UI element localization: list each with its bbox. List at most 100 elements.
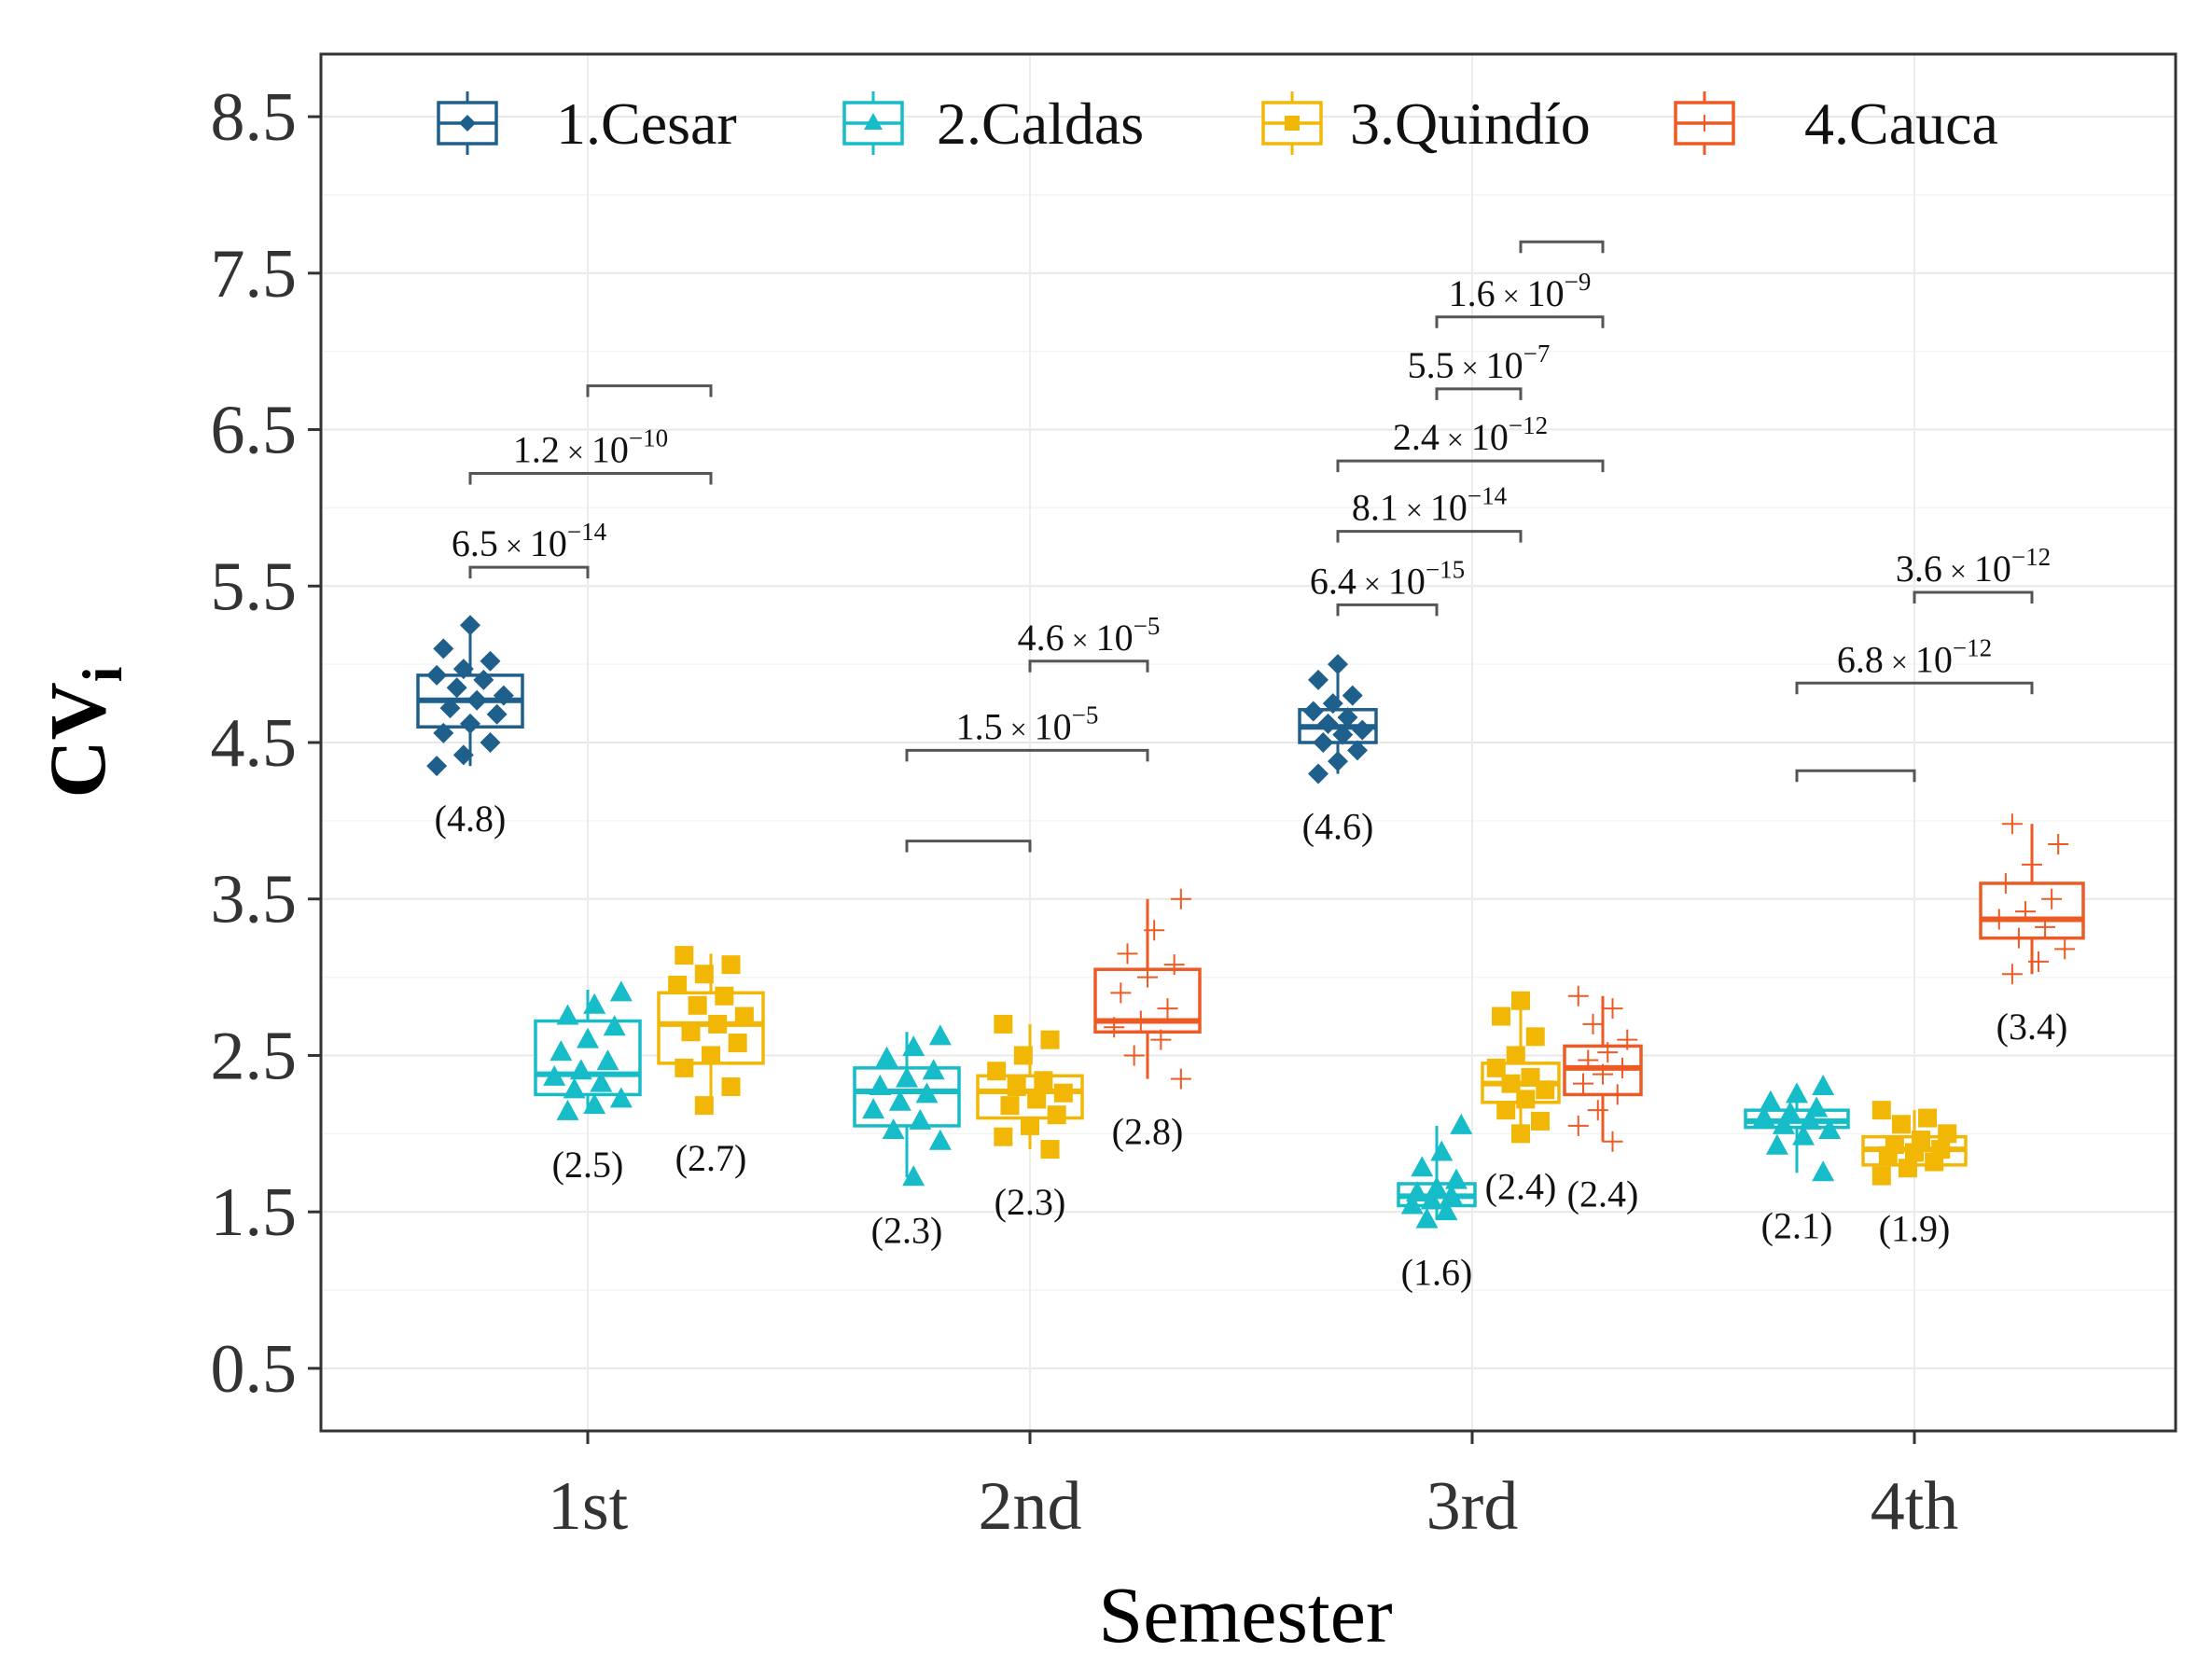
data-point [1506, 1046, 1525, 1065]
significance-bracket: 1.5 × 10−5 [905, 701, 1149, 762]
data-point [1792, 1124, 1816, 1145]
significance-layer: 6.5 × 10−141.2 × 10−101.5 × 10−54.6 × 10… [452, 240, 2051, 853]
svg-text:CVi: CVi [33, 667, 133, 798]
significance-bracket: 3.6 × 10−12 [1896, 543, 2051, 604]
p-value-mantissa: 1.2 [513, 429, 560, 471]
legend-label: 4.Cauca [1804, 90, 1998, 157]
p-value-label: 3.6 × 10−12 [1896, 543, 2051, 590]
data-point [590, 1071, 613, 1092]
data-point [688, 995, 707, 1015]
data-point [550, 1040, 573, 1062]
data-point [721, 1077, 741, 1096]
data-point [1582, 1013, 1604, 1034]
box-4th-4-cauca [1979, 813, 2085, 985]
data-point [1778, 1101, 1802, 1122]
bracket-line [1336, 459, 1605, 473]
y-tick-label: 0.5 [211, 1331, 298, 1408]
data-point [603, 1015, 626, 1036]
box-3rd-3-quind-o [1481, 991, 1561, 1144]
data-point [2041, 888, 2063, 909]
data-point [1812, 1075, 1835, 1095]
data-point [480, 650, 501, 672]
y-tick-label: 6.5 [211, 393, 298, 469]
data-point [452, 659, 474, 680]
data-point [994, 1127, 1013, 1146]
data-point [1607, 1084, 1628, 1105]
significance-bracket: 6.8 × 10−12 [1795, 633, 2034, 695]
data-point [1567, 1115, 1589, 1136]
data-point [702, 1046, 720, 1065]
bracket-line [468, 565, 590, 579]
significance-bracket: 2.4 × 10−12 [1336, 411, 1605, 473]
p-value-mantissa: 1.5 [956, 705, 1003, 747]
data-point [1040, 1140, 1060, 1159]
x-tick-label: 4th [1871, 1468, 1959, 1545]
p-value-times: × [1064, 623, 1096, 657]
data-point [486, 703, 508, 725]
data-point [596, 1049, 619, 1071]
data-point [862, 1098, 885, 1119]
data-point [734, 1007, 754, 1026]
p-value-base: 10 [1388, 560, 1426, 602]
data-point [433, 638, 454, 659]
data-point [909, 1108, 932, 1130]
p-value-exponent: −14 [567, 518, 607, 546]
data-point [1602, 998, 1623, 1020]
data-point [681, 1022, 701, 1042]
median-label: (2.4) [1567, 1173, 1639, 1215]
p-value-times: × [1356, 566, 1388, 600]
data-point [1602, 1131, 1623, 1152]
data-point [987, 1062, 1007, 1081]
data-point [1034, 1071, 1053, 1090]
p-value-base: 10 [1486, 344, 1523, 386]
box-1st-1-cesar [416, 615, 524, 777]
p-value-times: × [1884, 645, 1915, 678]
data-point [1117, 943, 1138, 965]
data-point [1898, 1159, 1917, 1178]
triangle-marker-icon [864, 113, 883, 130]
p-value-times: × [1454, 351, 1486, 384]
p-value-mantissa: 3.6 [1896, 548, 1942, 590]
data-point [433, 722, 454, 743]
y-tick-label: 7.5 [211, 236, 298, 312]
data-point [1587, 1100, 1608, 1121]
p-value-times: × [1942, 554, 1974, 588]
legend-label: 1.Cesar [556, 90, 737, 157]
data-point [1308, 763, 1329, 784]
significance-bracket: 6.4 × 10−15 [1310, 555, 1465, 617]
data-point [1426, 1176, 1448, 1198]
data-point [1047, 1105, 1066, 1125]
bracket-line [468, 472, 713, 485]
data-point [928, 1024, 952, 1046]
box-2nd-4-cauca [1093, 888, 1202, 1090]
data-point [1144, 920, 1165, 941]
data-point [1420, 1188, 1443, 1210]
bracket-line [1435, 387, 1523, 400]
data-point [928, 1129, 952, 1150]
data-point [1411, 1156, 1434, 1177]
legend-item-1-cesar: 1.Cesar [437, 90, 737, 157]
data-point [1871, 1101, 1891, 1120]
data-point [668, 975, 688, 994]
square-marker-icon [1285, 116, 1300, 131]
data-point [1013, 1046, 1033, 1065]
significance-bracket: 4.6 × 10−5 [1018, 612, 1160, 673]
data-point [1573, 1073, 1594, 1094]
p-value-base: 10 [530, 522, 567, 564]
data-point [2022, 854, 2042, 875]
p-value-label: 5.5 × 10−7 [1408, 340, 1551, 386]
box-3rd-4-cauca [1563, 985, 1643, 1152]
p-value-exponent: −12 [1953, 633, 1992, 661]
bracket-line [1519, 240, 1605, 254]
data-point [426, 664, 448, 686]
data-point [1435, 1200, 1458, 1221]
data-point [2048, 834, 2069, 855]
y-axis-title-subscript: i [72, 667, 133, 683]
p-value-base: 10 [1430, 487, 1468, 529]
box-4th-3-quind-o [1861, 1101, 1968, 1186]
p-value-times: × [1003, 712, 1035, 745]
data-point [694, 965, 714, 984]
p-value-times: × [560, 436, 591, 469]
data-point [1938, 1124, 1957, 1144]
